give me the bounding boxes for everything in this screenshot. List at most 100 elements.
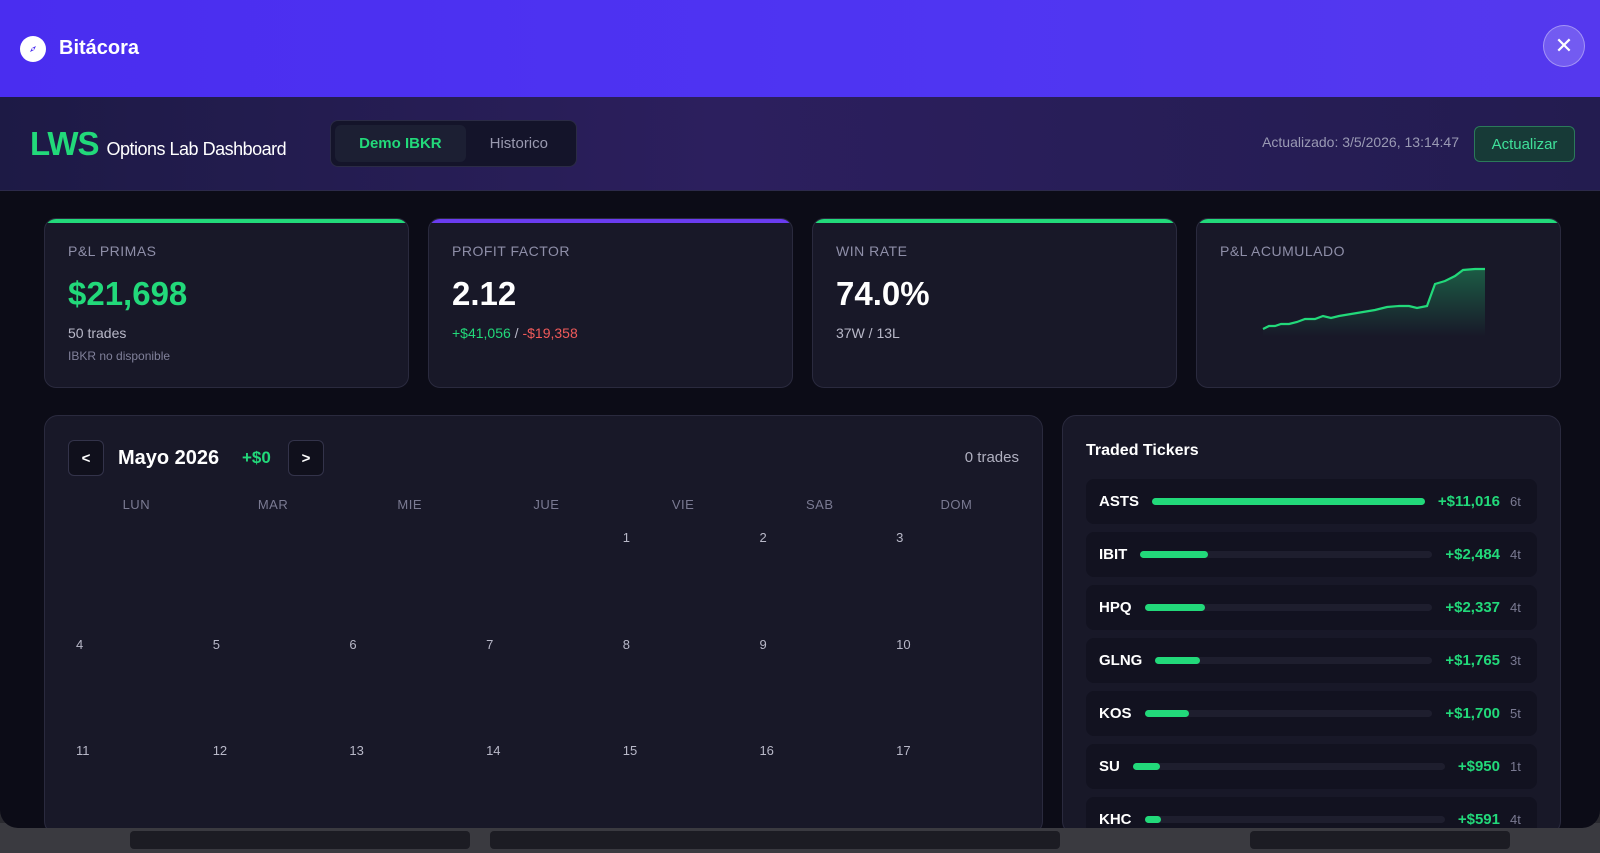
dashboard-header: LWS Options Lab Dashboard Demo IBKR Hist…: [0, 97, 1600, 191]
ticker-row[interactable]: IBIT +$2,484 4t: [1086, 532, 1537, 577]
ticker-bar-track: [1155, 657, 1433, 664]
tab-demo-ibkr[interactable]: Demo IBKR: [335, 125, 466, 162]
calendar-day-empty: [205, 530, 342, 637]
ticker-bar-track: [1144, 816, 1445, 823]
card-accent-bar: [45, 219, 408, 223]
calendar-day[interactable]: 11: [76, 743, 90, 758]
card-label: PROFIT FACTOR: [452, 243, 570, 259]
ticker-list: ASTS +$11,016 6t IBIT +$2,484 4t HPQ +$2,337 4t G…: [1086, 479, 1537, 828]
traded-tickers-panel: Traded Tickers ASTS +$11,016 6t IBIT +$2,484…: [1062, 415, 1561, 828]
pnl-note: IBKR no disponible: [68, 349, 171, 363]
calendar-day[interactable]: 7: [486, 636, 494, 652]
calendar-month: Mayo 2026: [118, 446, 220, 469]
ticker-bar-fill: [1132, 763, 1160, 770]
kpi-cards: P&L PRIMAS $21,698 50 trades IBKR no dis…: [44, 218, 1561, 388]
ticker-row[interactable]: SU +$950 1t: [1086, 744, 1537, 789]
ticker-row[interactable]: ASTS +$11,016 6t: [1086, 479, 1537, 524]
cumulative-pnl-card: P&L ACUMULADO: [1196, 218, 1561, 388]
compass-icon: [20, 35, 46, 62]
cumulative-sparkline: [1262, 267, 1485, 337]
tickers-title: Traded Tickers: [1086, 442, 1199, 459]
ticker-symbol: HPQ: [1099, 599, 1132, 616]
ticker-row[interactable]: KHC +$591 4t: [1086, 797, 1537, 828]
ticker-bar-fill: [1144, 710, 1190, 717]
next-month-button[interactable]: >: [288, 440, 324, 476]
ticker-trade-count: 1t: [1510, 759, 1521, 774]
ticker-row[interactable]: GLNG +$1,765 3t: [1086, 638, 1537, 683]
pnl-trades: 50 trades: [68, 325, 127, 341]
calendar-day[interactable]: 12: [212, 743, 228, 758]
ticker-trade-count: 5t: [1510, 706, 1521, 721]
calendar-day[interactable]: 10: [896, 636, 911, 652]
calendar-day[interactable]: 14: [486, 743, 501, 758]
gross-loss: -$19,358: [522, 325, 578, 341]
refresh-button[interactable]: Actualizar: [1474, 126, 1575, 162]
ticker-row[interactable]: HPQ +$2,337 4t: [1086, 585, 1537, 630]
month-trade-count: 0 trades: [964, 449, 1019, 466]
weekday-label: DOM: [940, 497, 973, 512]
card-label: WIN RATE: [836, 243, 908, 259]
close-button[interactable]: ✕: [1543, 25, 1585, 67]
background-page-strip: [0, 823, 1600, 853]
profit-factor-breakdown: +$41,056 / -$19,358: [452, 325, 769, 341]
pnl-card: P&L PRIMAS $21,698 50 trades IBKR no dis…: [44, 218, 409, 388]
card-accent-bar: [429, 219, 792, 223]
window-title: Bitácora: [59, 37, 140, 59]
ticker-trade-count: 4t: [1510, 600, 1521, 615]
card-accent-bar: [813, 219, 1176, 223]
ticker-bar-track: [1152, 498, 1425, 505]
ticker-pnl: +$11,016: [1437, 493, 1500, 510]
calendar-day[interactable]: 2: [759, 530, 767, 545]
ticker-bar-fill: [1144, 816, 1161, 823]
dashboard-modal: Bitácora ✕ LWS Options Lab Dashboard Dem…: [0, 0, 1600, 828]
ticker-trade-count: 4t: [1510, 812, 1521, 827]
calendar-day-empty: [68, 530, 205, 637]
prev-month-button[interactable]: <: [68, 440, 104, 476]
last-updated: Actualizado: 3/5/2026, 13:14:47: [1262, 134, 1459, 150]
calendar-day[interactable]: 9: [759, 636, 767, 652]
ticker-row[interactable]: KOS +$1,700 5t: [1086, 691, 1537, 736]
win-rate-value: 74.0%: [836, 275, 930, 312]
ticker-pnl: +$1,700: [1445, 705, 1500, 722]
profit-factor-card: PROFIT FACTOR 2.12 +$41,056 / -$19,358: [428, 218, 793, 388]
ticker-bar-fill: [1152, 498, 1425, 505]
ticker-pnl: +$2,484: [1445, 546, 1500, 563]
weekday-label: VIE: [671, 497, 695, 512]
calendar-day[interactable]: 3: [896, 530, 904, 545]
ticker-bar-track: [1140, 551, 1433, 558]
weekday-row: LUN MAR MIE JUE VIE SAB DOM: [68, 497, 1019, 512]
ticker-trade-count: 4t: [1510, 547, 1521, 562]
ticker-bar-fill: [1140, 551, 1208, 558]
card-accent-bar: [1197, 219, 1560, 223]
win-loss-count: 37W / 13L: [836, 325, 900, 341]
ticker-symbol: GLNG: [1099, 652, 1143, 669]
weekday-label: MIE: [397, 497, 423, 512]
calendar-day[interactable]: 17: [896, 743, 911, 758]
ticker-symbol: KHC: [1099, 811, 1132, 828]
ticker-trade-count: 6t: [1510, 494, 1521, 509]
calendar-day[interactable]: 5: [212, 636, 220, 652]
win-rate-card: WIN RATE 74.0% 37W / 13L: [812, 218, 1177, 388]
ticker-bar-track: [1144, 604, 1433, 611]
source-tabs: Demo IBKR Historico: [330, 120, 577, 167]
profit-factor-value: 2.12: [452, 275, 517, 312]
weekday-label: MAR: [257, 497, 289, 512]
ticker-bar-fill: [1155, 657, 1200, 664]
calendar-day[interactable]: 15: [622, 743, 638, 758]
ticker-bar-track: [1132, 763, 1445, 770]
ticker-pnl: +$591: [1457, 811, 1500, 828]
calendar-day[interactable]: 4: [76, 636, 84, 652]
brand-subtitle: Options Lab Dashboard: [106, 138, 287, 159]
tab-historico[interactable]: Historico: [489, 135, 548, 152]
calendar-day[interactable]: 6: [349, 636, 357, 652]
month-pnl: +$0: [242, 448, 271, 467]
calendar-day[interactable]: 1: [622, 530, 630, 545]
sparkline-line: [1262, 267, 1485, 330]
calendar-day[interactable]: 16: [759, 743, 774, 758]
calendar-day[interactable]: 8: [622, 636, 630, 652]
close-icon: ✕: [1554, 33, 1574, 58]
ticker-pnl: +$2,337: [1445, 599, 1500, 616]
card-label: P&L PRIMAS: [68, 243, 157, 259]
calendar-day[interactable]: 13: [349, 743, 364, 758]
ticker-symbol: SU: [1099, 758, 1120, 775]
